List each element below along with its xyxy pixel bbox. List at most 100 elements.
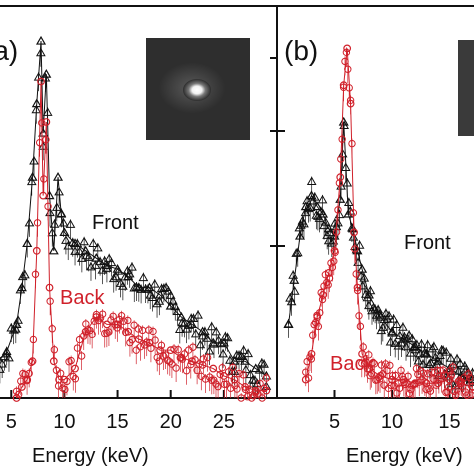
data-point-front <box>294 230 306 240</box>
data-point-back <box>170 345 178 353</box>
x-axis-title-a: Energy (keV) <box>32 445 149 467</box>
data-point-back <box>394 379 402 388</box>
data-point-front <box>27 171 38 181</box>
data-point-back <box>187 360 195 369</box>
data-point-front <box>421 348 432 358</box>
inset-image-b <box>458 40 474 136</box>
data-point-front <box>259 359 269 368</box>
data-point-front <box>88 238 99 248</box>
data-point-front <box>303 203 314 213</box>
data-point-front <box>179 318 190 327</box>
data-point-front <box>347 223 358 233</box>
data-point-back <box>166 346 175 355</box>
data-point-back <box>467 391 474 399</box>
data-point-back <box>241 383 250 391</box>
series-line-back <box>16 81 267 399</box>
data-point-front <box>79 236 90 246</box>
data-point-back <box>395 384 404 392</box>
data-point-back <box>316 309 324 317</box>
data-point-back <box>421 378 429 386</box>
data-point-back <box>67 356 75 365</box>
panel-label-b: (b) <box>284 35 318 66</box>
data-point-front <box>165 300 176 310</box>
data-point-back <box>134 335 143 344</box>
data-point-back <box>195 360 203 368</box>
data-point-back <box>109 312 117 321</box>
data-point-back <box>334 206 342 214</box>
data-point-front <box>206 321 217 331</box>
data-point-back <box>119 317 128 325</box>
data-point-back <box>426 387 435 395</box>
data-point-front <box>29 155 39 165</box>
data-point-front <box>204 345 215 355</box>
data-point-back <box>189 343 197 351</box>
data-point-front <box>168 296 178 305</box>
data-point-back <box>434 379 442 388</box>
data-point-front <box>306 190 317 200</box>
data-point-front <box>398 322 408 331</box>
data-point-front <box>67 237 78 247</box>
data-point-front <box>176 311 187 321</box>
data-point-back <box>71 375 80 383</box>
data-point-back <box>247 394 256 402</box>
data-point-front <box>286 296 297 306</box>
data-point-back <box>432 381 440 389</box>
data-point-back <box>46 297 54 305</box>
data-point-front <box>36 47 46 57</box>
data-point-front <box>348 232 359 241</box>
data-point-back <box>422 379 431 388</box>
data-point-back <box>338 135 346 143</box>
data-point-back <box>155 357 164 365</box>
data-point-back <box>256 379 264 388</box>
data-point-back <box>444 383 453 391</box>
data-point-back <box>258 394 266 402</box>
data-point-front <box>193 310 203 319</box>
data-point-back <box>92 313 101 321</box>
data-point-back <box>319 291 327 299</box>
data-point-back <box>262 386 271 395</box>
data-point-front <box>398 333 409 343</box>
data-point-back <box>69 372 77 381</box>
data-point-back <box>230 375 239 384</box>
data-point-back <box>314 322 323 331</box>
data-point-back <box>31 270 40 278</box>
data-point-front <box>70 238 81 248</box>
data-point-front <box>391 319 402 328</box>
data-point-front <box>289 275 300 284</box>
data-point-back <box>310 320 318 329</box>
data-point-front <box>338 116 349 126</box>
data-point-back <box>429 375 437 383</box>
data-point-back <box>260 384 268 393</box>
data-point-back <box>348 139 356 148</box>
data-point-back <box>130 321 138 329</box>
data-point-back <box>214 382 222 391</box>
data-point-front <box>222 332 233 342</box>
data-point-front <box>56 208 67 218</box>
data-point-back <box>439 366 447 374</box>
data-point-back <box>145 338 154 347</box>
data-point-front <box>300 201 311 211</box>
data-point-back <box>344 65 352 73</box>
data-point-back <box>352 270 360 278</box>
data-point-back <box>220 380 229 389</box>
data-point-back <box>35 138 44 147</box>
data-point-front <box>99 255 110 265</box>
data-point-front <box>190 328 201 338</box>
data-point-back <box>37 77 45 86</box>
data-point-front <box>299 218 309 228</box>
data-point-back <box>349 209 358 217</box>
data-point-back <box>149 327 157 336</box>
data-point-front <box>138 272 149 282</box>
data-point-front <box>48 245 59 255</box>
data-point-back <box>188 357 196 366</box>
data-point-front <box>289 286 300 295</box>
front-label-b: Front <box>404 232 451 254</box>
data-point-front <box>42 107 53 116</box>
data-point-back <box>343 44 352 53</box>
panel-frame-b <box>276 5 474 399</box>
data-point-front <box>218 348 228 358</box>
data-point-front <box>22 238 33 248</box>
data-point-back <box>28 357 37 366</box>
data-point-back <box>88 330 96 339</box>
